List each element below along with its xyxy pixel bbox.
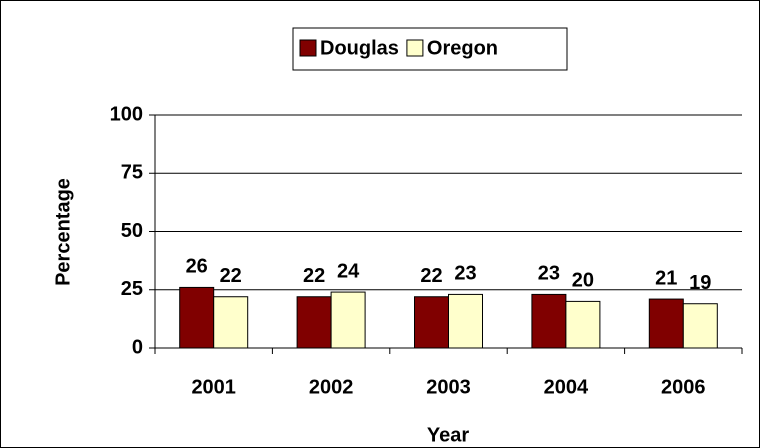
bar: [565, 300, 601, 349]
x-axis-label: Year: [427, 424, 469, 446]
x-tick-label: 2001: [191, 376, 236, 398]
x-tick-label: 2003: [426, 376, 471, 398]
y-axis-label: Percentage: [52, 178, 74, 286]
bar: [179, 286, 215, 349]
bar: [414, 296, 449, 349]
y-tick-label: 100: [110, 103, 143, 125]
data-label: 19: [689, 272, 711, 294]
data-label: 20: [572, 270, 594, 292]
y-tick-label: 0: [132, 336, 143, 358]
data-label: 23: [454, 263, 476, 285]
data-label: 22: [220, 265, 242, 287]
bar: [531, 293, 567, 349]
y-tick-label: 75: [121, 162, 143, 184]
data-label: 22: [420, 265, 442, 287]
y-tick-label: 25: [121, 278, 143, 300]
bar: [448, 293, 483, 349]
bar: [296, 296, 332, 349]
legend-swatch: [406, 39, 424, 57]
legend-swatch: [299, 39, 317, 57]
data-label: 23: [538, 263, 560, 285]
bar: [213, 296, 249, 349]
data-label: 24: [337, 260, 360, 282]
legend-label: Douglas: [320, 37, 399, 59]
bar: [682, 303, 718, 349]
x-tick-label: 2004: [544, 376, 589, 398]
legend-box: [292, 27, 568, 71]
data-label: 26: [186, 256, 208, 278]
bar: [648, 298, 684, 349]
legend-label: Oregon: [427, 37, 498, 59]
data-label: 21: [655, 267, 677, 289]
bar: [330, 291, 366, 349]
y-tick-label: 50: [121, 220, 143, 242]
data-label: 22: [303, 265, 325, 287]
x-tick-label: 2006: [661, 376, 706, 398]
x-tick-label: 2002: [309, 376, 354, 398]
